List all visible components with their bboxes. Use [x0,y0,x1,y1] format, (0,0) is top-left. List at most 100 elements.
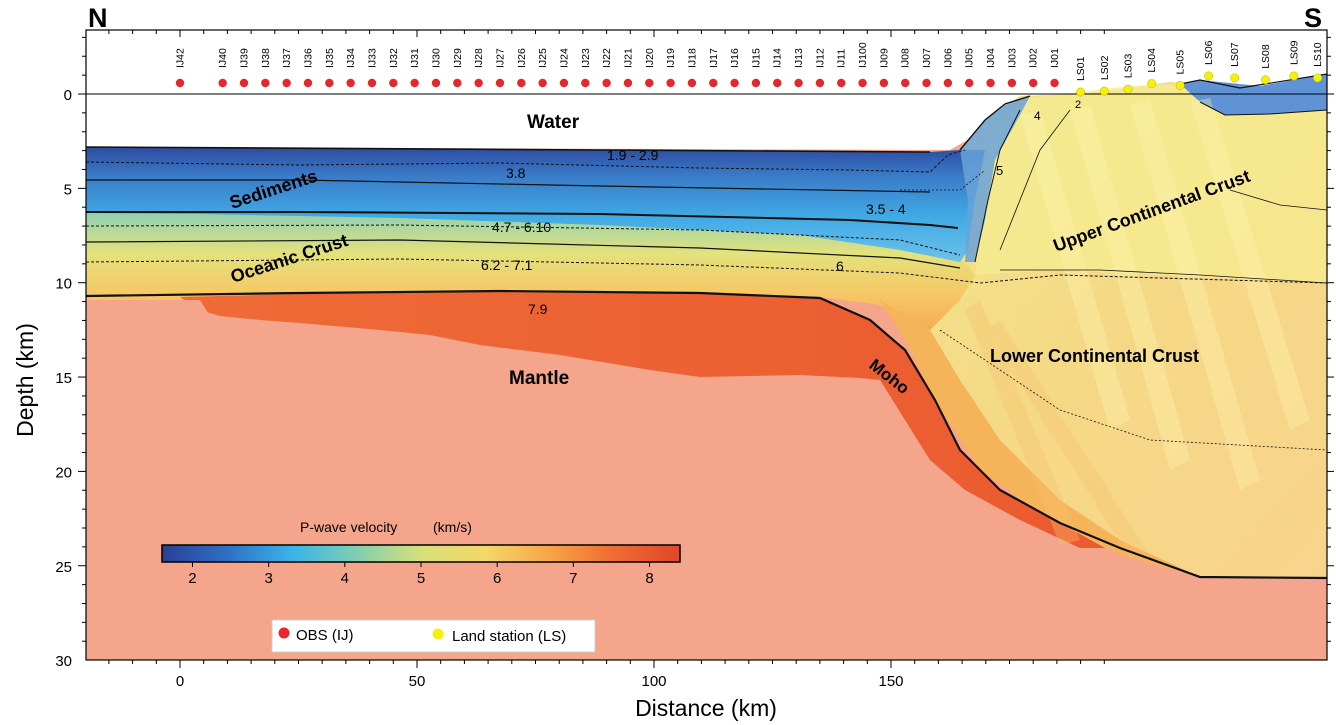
colorbar-tick-label: 3 [264,570,272,587]
obs-station-marker [879,78,889,88]
obs-station-label: IJ11 [836,49,848,68]
land-station-label: LS07 [1229,42,1241,67]
legend-land-marker [432,628,444,640]
velocity-label-5: 6.2 - 7.1 [481,257,533,273]
obs-station-marker [346,78,355,88]
obs-station-label: IJ39 [238,48,250,68]
obs-station-marker [410,78,419,88]
land-station-label: LS03 [1123,54,1135,79]
lower-continental-label: Lower Continental Crust [990,346,1199,366]
obs-station-marker [837,78,846,88]
velocity-label-9: 4 [1034,109,1041,123]
obs-station-label: IJ37 [281,48,293,68]
obs-station-marker [559,78,569,88]
obs-station-marker [495,78,505,88]
land-station-marker [1123,84,1133,94]
obs-station-label: IJ20 [644,48,656,68]
obs-station-marker [431,78,441,88]
colorbar-ticks: 2 3 4 5 6 7 8 [188,562,654,587]
land-station-label: LS01 [1075,56,1087,81]
obs-station-marker [325,78,334,88]
obs-station-marker [730,78,739,88]
obs-station-marker [175,78,185,88]
obs-station-marker [1007,78,1017,88]
y-tick-label: 30 [55,653,72,670]
obs-station-marker [239,78,249,88]
north-label: N [88,3,108,33]
obs-station-label: IJ27 [494,48,506,68]
y-tick-label: 20 [55,464,72,481]
obs-station-marker [922,78,931,88]
obs-station-marker [773,78,782,88]
obs-station-label: IJ18 [686,48,698,68]
obs-station-marker [218,78,227,88]
velocity-label-2: 3.8 [506,165,526,181]
coastal-basin-floor [1199,101,1327,116]
obs-station-label: IJ23 [580,48,592,68]
obs-station-marker [943,78,953,88]
colorbar-tick-label: 2 [188,570,196,587]
velocity-label-6: 6 [836,258,844,274]
contour-5 [999,109,1071,251]
station-legend: OBS (IJ) Land station (LS) [271,619,596,653]
colorbar-gradient [161,544,681,563]
obs-station-label: IJ03 [1006,48,1018,68]
velocity-label-10: 2 [1075,99,1081,111]
x-tick-label: 150 [878,673,903,690]
land-station-label: LS02 [1099,55,1111,80]
velocity-label-7: 7.9 [528,301,548,317]
obs-station-label: IJ21 [622,48,634,68]
obs-station-label: IJ19 [665,48,677,68]
obs-station-label: IJ25 [537,48,549,68]
colorbar-unit: (km/s) [433,519,472,535]
obs-station-label: IJ07 [921,48,933,68]
land-station-marker [1204,71,1214,81]
lower-crust-contour [939,329,1327,451]
obs-station-label: IJ28 [473,48,485,68]
land-station-marker [1313,73,1323,83]
x-axis-title: Distance (km) [635,695,777,721]
velocity-label-1: 1.9 - 2.9 [607,147,659,163]
x-tick-label: 50 [409,673,426,690]
obs-station-label: IJ05 [964,48,976,68]
velocity-label-3: 3.5 - 4 [866,201,906,217]
obs-station-marker [687,78,697,88]
obs-station-label: IJ31 [409,48,421,68]
obs-station-marker [986,78,995,88]
legend-obs-label: OBS (IJ) [296,627,354,644]
obs-station-marker [538,78,547,88]
station-markers: IJ42 IJ40 IJ39 IJ38 IJ37 IJ36 IJ35 IJ34 IJ33 IJ32… [175,40,1324,97]
obs-station-marker [901,78,910,88]
obs-station-label: IJ01 [1049,48,1061,68]
x-axis: 0 50 100 150 [108,660,1105,690]
obs-station-marker [709,78,718,88]
colorbar-tick-label: 8 [645,570,653,587]
contour-6-land [1000,269,1327,284]
obs-station-marker [303,78,313,88]
obs-station-label: IJ36 [302,48,314,68]
land-station-label: LS05 [1175,50,1187,75]
y-tick-label: 10 [55,276,72,293]
land-station-label: LS08 [1260,44,1272,69]
land-station-marker [1230,73,1240,83]
crust-boundary-2 [86,239,961,269]
obs-station-label: IJ09 [878,48,890,68]
obs-station-marker [1050,78,1059,88]
colorbar-tick-label: 7 [569,570,577,587]
obs-station-label: IJ35 [324,48,336,68]
mantle-high-velocity-band [180,291,1105,548]
upper-crust-contour [1229,189,1327,211]
obs-station-marker [389,78,398,88]
y-tick-label: 15 [55,370,72,387]
obs-station-marker [581,78,590,88]
y-tick-label: 25 [55,559,72,576]
obs-station-marker [261,78,270,88]
land-station-label: LS06 [1203,40,1215,65]
obs-station-marker [517,78,526,88]
land-station-marker [1099,86,1109,96]
legend-land-label: Land station (LS) [452,628,566,645]
land-station-marker [1076,87,1086,97]
moho-line [86,289,1327,580]
obs-station-label: IJ13 [793,48,805,68]
